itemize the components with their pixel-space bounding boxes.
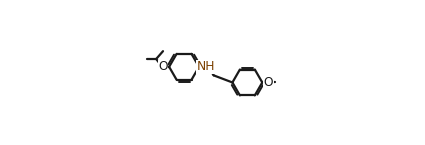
Text: NH: NH [197,60,215,73]
Text: O: O [158,60,168,73]
Text: O: O [264,76,273,89]
